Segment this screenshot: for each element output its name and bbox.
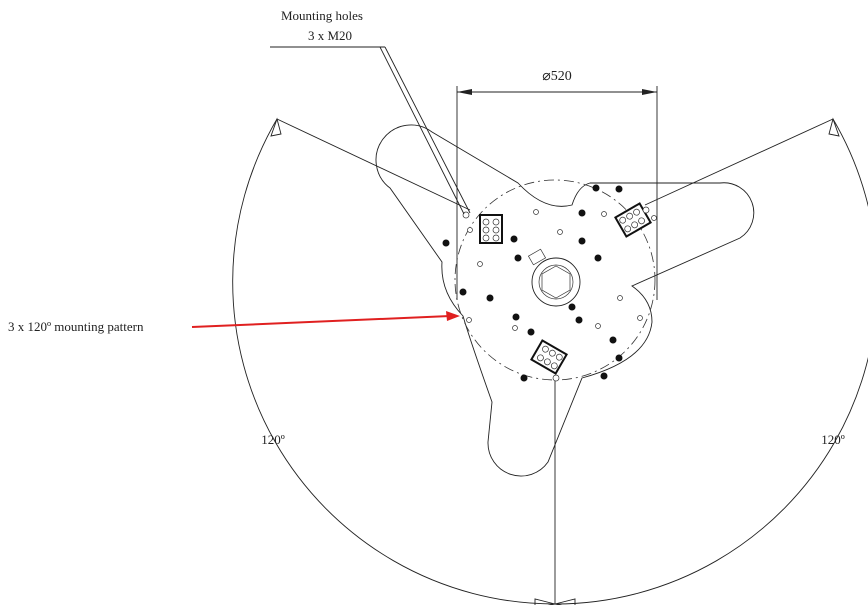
angle-label: 120º: [821, 432, 845, 447]
mounting-block: [479, 214, 503, 244]
angle-arc-right: [554, 118, 868, 605]
angle-label: 120º: [261, 432, 285, 447]
pattern-label: 3 x 120º mounting pattern: [8, 319, 144, 334]
hub-hex: [541, 265, 571, 299]
hub-inner: [538, 264, 574, 300]
arrowhead: [270, 117, 282, 137]
mounting-block: [530, 339, 568, 375]
extension-line: [276, 118, 471, 211]
arrowhead: [828, 117, 840, 137]
holes: [442, 184, 657, 382]
hub-key: [527, 248, 547, 266]
arrowhead: [554, 598, 576, 605]
leader-line: [384, 46, 471, 214]
hub: [531, 257, 581, 307]
plate-outline: [375, 124, 755, 477]
arrowhead: [446, 311, 460, 321]
bolt-circle: [454, 179, 656, 381]
pointer-arrow: [191, 315, 451, 328]
angle-arc-left: [232, 118, 556, 605]
callout-title: Mounting holes: [281, 8, 363, 23]
diameter-label: ⌀520: [542, 69, 571, 84]
extension-line: [644, 118, 834, 206]
arrowhead: [457, 89, 472, 95]
arrowhead: [534, 598, 556, 605]
arrowhead: [642, 89, 657, 95]
leader-line: [379, 46, 465, 215]
callout-spec: 3 x M20: [308, 28, 352, 43]
